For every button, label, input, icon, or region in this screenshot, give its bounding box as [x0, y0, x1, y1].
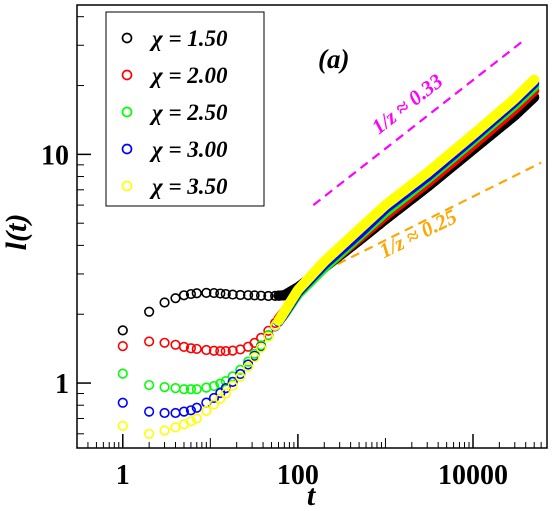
- data-point: [145, 307, 154, 316]
- y-tick-label: 10: [41, 140, 69, 171]
- data-point: [216, 394, 225, 403]
- data-point: [145, 407, 154, 416]
- data-point: [221, 389, 230, 398]
- y-axis-title: l(t): [0, 214, 33, 251]
- data-point: [171, 384, 180, 393]
- legend-label: χ = 2.50: [149, 100, 228, 125]
- data-point: [160, 383, 169, 392]
- data-point: [192, 289, 201, 298]
- data-point: [202, 407, 211, 416]
- data-point: [118, 398, 127, 407]
- data-point: [171, 409, 180, 418]
- data-point: [160, 298, 169, 307]
- data-point: [171, 423, 180, 432]
- y-ticks: 1 10: [41, 17, 91, 434]
- data-point: [118, 326, 127, 335]
- data-point: [145, 429, 154, 438]
- legend-label: χ = 1.50: [149, 26, 228, 51]
- legend-label: χ = 2.00: [149, 63, 228, 88]
- legend-label: χ = 3.50: [149, 174, 228, 199]
- data-point: [160, 338, 169, 347]
- data-point: [145, 337, 154, 346]
- legend-label: χ = 3.00: [149, 137, 228, 162]
- data-point: [145, 381, 154, 390]
- data-point: [192, 385, 201, 394]
- y-tick-label: 1: [55, 369, 69, 400]
- data-point: [118, 342, 127, 351]
- guide-label-0: 1/z ≈ 0.33: [367, 69, 447, 139]
- data-point: [160, 409, 169, 418]
- x-tick-label: 10000: [438, 460, 508, 491]
- data-point: [171, 294, 180, 303]
- data-point: [118, 369, 127, 378]
- data-point: [171, 340, 180, 349]
- data-point: [160, 426, 169, 435]
- legend: χ = 1.50 χ = 2.00 χ = 2.50 χ = 3.00 χ = 3.50: [106, 12, 264, 206]
- data-point: [192, 345, 201, 354]
- data-point: [118, 422, 127, 431]
- panel-label: (a): [318, 44, 349, 74]
- x-tick-label: 1: [116, 460, 130, 491]
